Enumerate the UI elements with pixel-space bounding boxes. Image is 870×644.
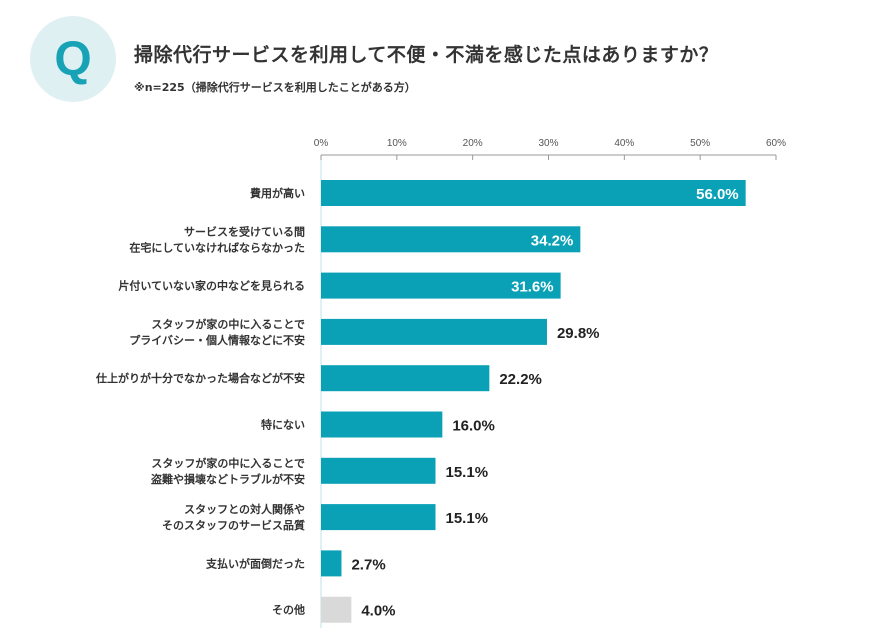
data-label: 15.1% bbox=[446, 510, 489, 527]
bar bbox=[321, 596, 352, 623]
category-label: 特にない bbox=[261, 418, 305, 432]
x-tick-label: 10% bbox=[387, 138, 407, 149]
category-label: 費用が高い bbox=[249, 186, 305, 200]
chart-subtitle: ※n=225（掃除代行サービスを利用したことがある方） bbox=[134, 81, 416, 94]
data-label: 22.2% bbox=[499, 371, 542, 388]
category-label: スタッフとの対人関係や bbox=[184, 502, 305, 516]
category-label: 仕上がりが十分でなかった場合などが不安 bbox=[95, 371, 305, 385]
data-label: 31.6% bbox=[511, 279, 554, 296]
data-label: 4.0% bbox=[361, 603, 395, 620]
bar bbox=[321, 550, 342, 577]
bar bbox=[321, 365, 490, 392]
x-tick-label: 30% bbox=[538, 138, 558, 149]
bar bbox=[321, 272, 561, 299]
bar bbox=[321, 411, 443, 438]
category-label: 片付いていない家の中などを見られる bbox=[118, 279, 305, 293]
q-badge: Q bbox=[30, 16, 116, 102]
bar bbox=[321, 180, 746, 206]
category-label: 在宅にしていなければならなかった bbox=[129, 240, 305, 254]
data-label: 15.1% bbox=[446, 464, 489, 481]
x-tick-label: 50% bbox=[690, 138, 710, 149]
data-label: 34.2% bbox=[531, 232, 574, 249]
x-tick-label: 20% bbox=[463, 138, 483, 149]
category-label: サービスを受けている間 bbox=[184, 224, 305, 238]
category-label: スタッフが家の中に入ることで bbox=[151, 456, 305, 470]
category-label: プライバシー・個人情報などに不安 bbox=[129, 333, 305, 347]
x-tick-label: 0% bbox=[314, 138, 329, 149]
category-label: その他 bbox=[272, 603, 305, 617]
category-label: 盗難や損壊などトラブルが不安 bbox=[151, 472, 305, 486]
x-tick-label: 60% bbox=[766, 138, 786, 149]
data-label: 16.0% bbox=[452, 418, 495, 435]
bar bbox=[321, 226, 581, 253]
data-label: 56.0% bbox=[696, 186, 739, 203]
chart-title: 掃除代行サービスを利用して不便・不満を感じた点はありますか？ bbox=[134, 44, 719, 66]
bar bbox=[321, 457, 436, 484]
bar bbox=[321, 504, 436, 531]
x-tick-label: 40% bbox=[614, 138, 634, 149]
category-label: 支払いが面倒だった bbox=[205, 556, 305, 570]
data-label: 29.8% bbox=[557, 325, 600, 342]
data-label: 2.7% bbox=[351, 556, 385, 573]
bar bbox=[321, 318, 547, 345]
category-label: スタッフが家の中に入ることで bbox=[151, 317, 305, 331]
category-label: そのスタッフのサービス品質 bbox=[162, 518, 305, 532]
